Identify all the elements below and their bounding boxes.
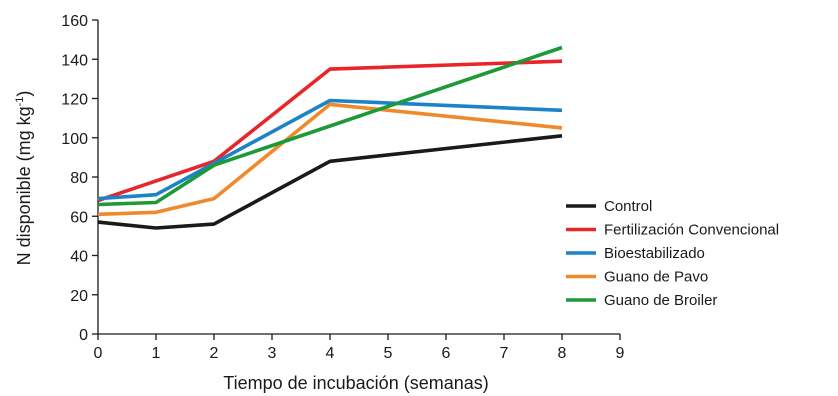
x-tick-label: 9 xyxy=(616,345,625,362)
x-tick-label: 4 xyxy=(326,345,335,362)
y-tick-label: 140 xyxy=(61,52,88,69)
legend-label-control: Control xyxy=(604,198,652,215)
y-axis-title-main: N disponible (mg kg xyxy=(14,106,34,265)
x-tick-label: 7 xyxy=(500,345,509,362)
y-axis-title-superscript: -1 xyxy=(14,97,26,107)
x-tick-label: 8 xyxy=(558,345,567,362)
y-tick-label: 120 xyxy=(61,92,88,109)
series-line-fertilizacion-convencional xyxy=(97,59,563,203)
y-tick-label: 40 xyxy=(70,249,88,266)
x-tick-label: 3 xyxy=(268,345,277,362)
y-tick-label: 20 xyxy=(70,288,88,305)
x-tick-label: 5 xyxy=(384,345,393,362)
series-layer xyxy=(97,45,563,230)
legend-label-fertilizacion-convencional: Fertilización Convencional xyxy=(604,222,779,239)
y-tick-label: 80 xyxy=(70,170,88,187)
series-line-guano-de-broiler xyxy=(97,45,563,207)
legend: Control Fertilización Convencional Bioesta… xyxy=(566,198,779,309)
x-tick-label: 0 xyxy=(94,345,103,362)
y-axis: 0 20 40 60 80 100 120 140 160 xyxy=(61,13,99,344)
y-axis-title-close: ) xyxy=(14,91,34,97)
x-tick-label: 1 xyxy=(152,345,161,362)
y-tick-label: 60 xyxy=(70,209,88,226)
y-axis-title: N disponible (mg kg-1) xyxy=(14,91,34,266)
y-tick-label: 0 xyxy=(79,327,88,344)
legend-label-guano-de-pavo: Guano de Pavo xyxy=(604,269,708,286)
x-tick-label: 6 xyxy=(442,345,451,362)
y-tick-label: 160 xyxy=(61,13,88,30)
x-axis-title: Tiempo de incubación (semanas) xyxy=(223,373,488,393)
series-line-bioestabilizado xyxy=(97,98,563,201)
series-line-guano-de-pavo xyxy=(97,102,563,217)
x-tick-label: 2 xyxy=(210,345,219,362)
x-axis: 0 1 2 3 4 5 6 7 8 9 xyxy=(94,333,625,362)
legend-label-bioestabilizado: Bioestabilizado xyxy=(604,245,705,262)
legend-label-guano-de-broiler: Guano de Broiler xyxy=(604,292,717,309)
y-tick-label: 100 xyxy=(61,131,88,148)
series-line-control xyxy=(97,134,563,230)
